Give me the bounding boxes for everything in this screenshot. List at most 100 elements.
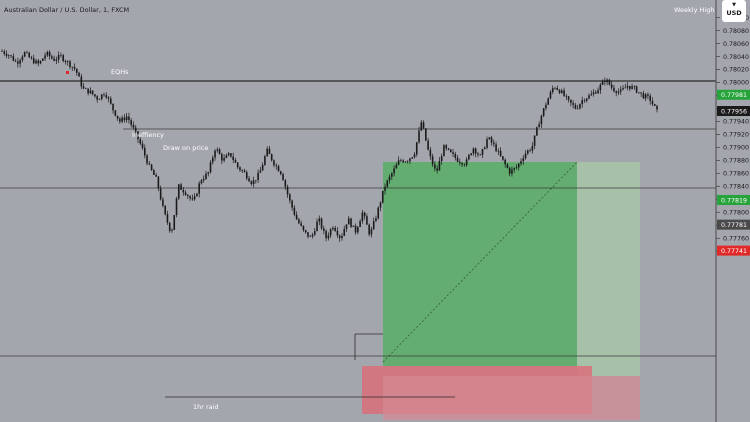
candle-body — [653, 104, 656, 106]
candle-body — [286, 186, 289, 195]
price-axis-tick-label: 0.78000 — [723, 80, 749, 87]
candle-body — [78, 72, 80, 77]
candle-body — [12, 56, 15, 61]
candle-body — [80, 76, 83, 87]
candle-body — [332, 227, 334, 230]
candle-body — [82, 86, 85, 89]
candle-body — [474, 148, 477, 154]
candle-body — [295, 214, 298, 220]
candle-body — [30, 57, 33, 59]
candle-body — [463, 164, 466, 166]
candle-body — [1, 51, 3, 52]
candle-body — [377, 207, 380, 219]
candle-body — [420, 122, 423, 131]
symbol-title[interactable]: Australian Dollar / U.S. Dollar, 1, FXCM — [4, 6, 129, 14]
candle-body — [196, 193, 198, 197]
candle-body — [323, 228, 325, 231]
candle-body — [259, 170, 262, 173]
candle-body — [456, 157, 459, 162]
candle-body — [250, 181, 253, 185]
candle-body — [200, 180, 203, 184]
candle-body — [216, 149, 219, 151]
candle-body — [481, 149, 484, 155]
candle-body — [143, 147, 146, 156]
candle-body — [572, 102, 574, 105]
candle-body — [447, 148, 450, 150]
candle-body — [547, 98, 550, 105]
candle-body — [418, 130, 420, 143]
candle-body — [354, 225, 357, 233]
candle-body — [549, 91, 552, 99]
candle-body — [96, 96, 98, 100]
candle-body — [32, 58, 35, 64]
candle-body — [629, 85, 631, 89]
candle-body — [508, 167, 511, 174]
candle-body — [626, 85, 629, 88]
candle-body — [431, 156, 434, 165]
candle-body — [139, 139, 142, 144]
candle-body — [141, 143, 144, 148]
candle-body — [531, 145, 534, 151]
candle-body — [316, 221, 318, 232]
candle-body — [245, 172, 248, 179]
candle-body — [579, 104, 581, 109]
price-axis-tick-label: 0.77900 — [723, 145, 749, 152]
candle-body — [107, 97, 110, 99]
candle-body — [7, 55, 10, 56]
candle-body — [504, 159, 506, 165]
candle-body — [540, 115, 543, 125]
candle-body — [404, 161, 407, 163]
candle-body — [121, 117, 123, 122]
candle-body — [479, 154, 482, 156]
candle-body — [522, 158, 525, 162]
candle-body — [73, 66, 76, 69]
candle-body — [590, 94, 593, 96]
candle-body — [386, 180, 389, 187]
candle-body — [325, 230, 327, 239]
candle-body — [103, 94, 105, 96]
price-axis-tick-label: 0.78060 — [723, 41, 749, 48]
candle-body — [513, 167, 516, 170]
candle-body — [182, 189, 185, 193]
candle-body — [159, 188, 162, 200]
price-axis-tick-label: 0.78020 — [723, 67, 749, 74]
candle-body — [656, 105, 658, 110]
candle-body — [37, 60, 40, 64]
price-axis-tick-label: 0.77940 — [723, 119, 749, 126]
candle-body — [309, 236, 312, 237]
profit-zone[interactable] — [383, 162, 577, 366]
candle-body — [55, 59, 58, 61]
profit-zone-extension — [577, 162, 640, 376]
candle-body — [28, 52, 30, 58]
candle-body — [359, 221, 361, 227]
candle-body — [375, 218, 377, 222]
candle-body — [563, 90, 565, 96]
candle-body — [69, 61, 71, 68]
candle-body — [289, 194, 291, 201]
candle-body — [266, 148, 268, 157]
candle-body — [576, 108, 579, 109]
candle-body — [89, 90, 92, 94]
candle-body — [164, 205, 166, 215]
currency-badge[interactable]: USD ▼ — [722, 0, 746, 22]
candle-body — [268, 148, 271, 155]
currency-menu-icon[interactable]: ▼ — [732, 2, 736, 8]
candle-body — [372, 221, 375, 230]
candle-body — [105, 95, 108, 98]
candle-body — [613, 87, 615, 92]
candle-body — [583, 100, 586, 101]
candle-body — [207, 172, 210, 174]
candle-body — [347, 218, 350, 225]
candle-body — [449, 149, 452, 153]
candle-body — [187, 194, 189, 197]
candle-body — [264, 156, 266, 165]
candle-body — [48, 51, 51, 57]
inefficiency-label: Ineffiency — [132, 131, 164, 139]
candle-body — [130, 120, 132, 125]
candle-body — [422, 122, 425, 129]
price-axis-tick-label: 0.78040 — [723, 54, 749, 61]
candle-body — [647, 94, 649, 96]
candle-body — [302, 225, 305, 231]
candle-body — [545, 104, 547, 109]
